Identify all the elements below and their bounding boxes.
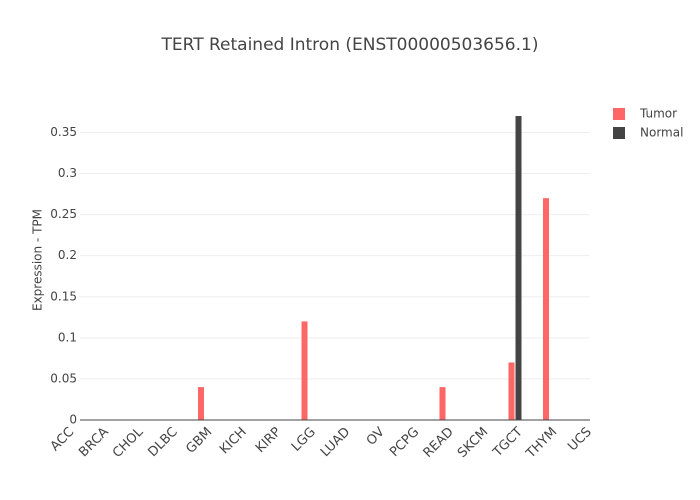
x-tick-label: OV bbox=[364, 425, 388, 449]
x-tick-label: LGG bbox=[289, 425, 319, 455]
bar bbox=[198, 387, 204, 420]
x-tick-label: CHOL bbox=[110, 424, 147, 461]
y-tick-label: 0 bbox=[69, 413, 77, 427]
x-tick-label: ACC bbox=[48, 425, 78, 455]
y-tick-label: 0.25 bbox=[50, 207, 77, 221]
y-axis-label: Expression - TPM bbox=[31, 209, 45, 311]
x-tick-label: GBM bbox=[183, 425, 215, 457]
x-tick-label: KICH bbox=[217, 425, 250, 458]
bar bbox=[439, 387, 446, 420]
y-tick-label: 0.05 bbox=[50, 371, 77, 385]
y-tick-label: 0.3 bbox=[58, 166, 77, 180]
legend-swatch bbox=[613, 127, 625, 139]
legend-swatch bbox=[613, 108, 625, 120]
bar bbox=[543, 198, 549, 420]
x-tick-label: LUAD bbox=[318, 425, 353, 460]
y-tick-label: 0.35 bbox=[50, 125, 77, 139]
x-tick-label: THYM bbox=[523, 425, 560, 462]
x-tick-label: KIRP bbox=[253, 425, 284, 456]
bar bbox=[508, 362, 515, 420]
x-tick-label: READ bbox=[421, 425, 457, 461]
bar bbox=[301, 321, 308, 420]
x-tick-label: SKCM bbox=[455, 425, 491, 461]
bar bbox=[515, 116, 522, 420]
y-tick-label: 0.1 bbox=[58, 330, 77, 344]
x-tick-label: PCPG bbox=[387, 425, 422, 460]
legend-label: Tumor bbox=[639, 107, 677, 121]
y-tick-label: 0.15 bbox=[50, 289, 77, 303]
x-tick-label: UCS bbox=[565, 425, 595, 455]
y-tick-label: 0.2 bbox=[58, 248, 77, 262]
chart-title: TERT Retained Intron (ENST00000503656.1) bbox=[161, 35, 539, 55]
legend-label: Normal bbox=[640, 126, 683, 140]
x-tick-label: BRCA bbox=[76, 425, 112, 461]
x-tick-label: DLBC bbox=[145, 425, 180, 460]
x-tick-label: TGCT bbox=[490, 425, 526, 461]
